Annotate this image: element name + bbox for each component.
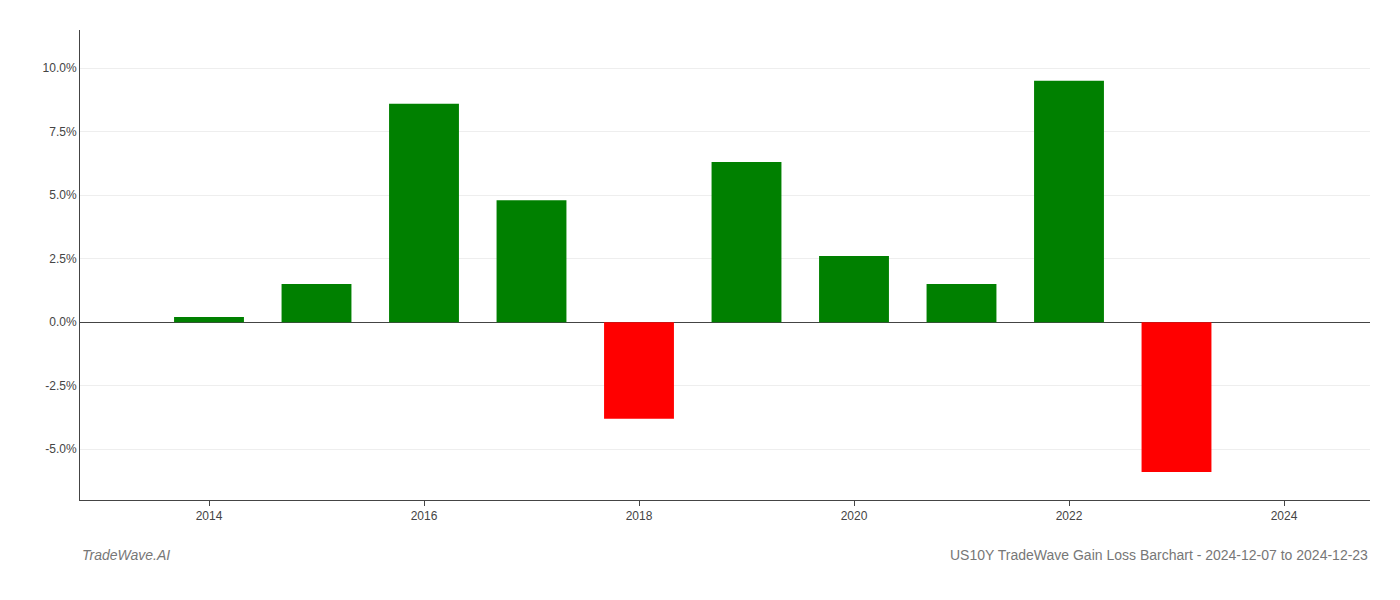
- svg-text:2014: 2014: [196, 509, 223, 523]
- svg-text:2016: 2016: [411, 509, 438, 523]
- svg-text:2020: 2020: [841, 509, 868, 523]
- svg-text:US10Y TradeWave Gain Loss Barc: US10Y TradeWave Gain Loss Barchart - 202…: [950, 547, 1368, 563]
- svg-text:7.5%: 7.5%: [49, 125, 77, 139]
- svg-text:2018: 2018: [626, 509, 653, 523]
- svg-text:2022: 2022: [1056, 509, 1083, 523]
- svg-text:10.0%: 10.0%: [43, 61, 77, 75]
- svg-text:2024: 2024: [1271, 509, 1298, 523]
- svg-text:0.0%: 0.0%: [49, 315, 77, 329]
- svg-text:-2.5%: -2.5%: [45, 379, 77, 393]
- svg-text:TradeWave.AI: TradeWave.AI: [82, 547, 170, 563]
- svg-text:5.0%: 5.0%: [49, 188, 77, 202]
- svg-text:-5.0%: -5.0%: [45, 442, 77, 456]
- svg-text:2.5%: 2.5%: [49, 252, 77, 266]
